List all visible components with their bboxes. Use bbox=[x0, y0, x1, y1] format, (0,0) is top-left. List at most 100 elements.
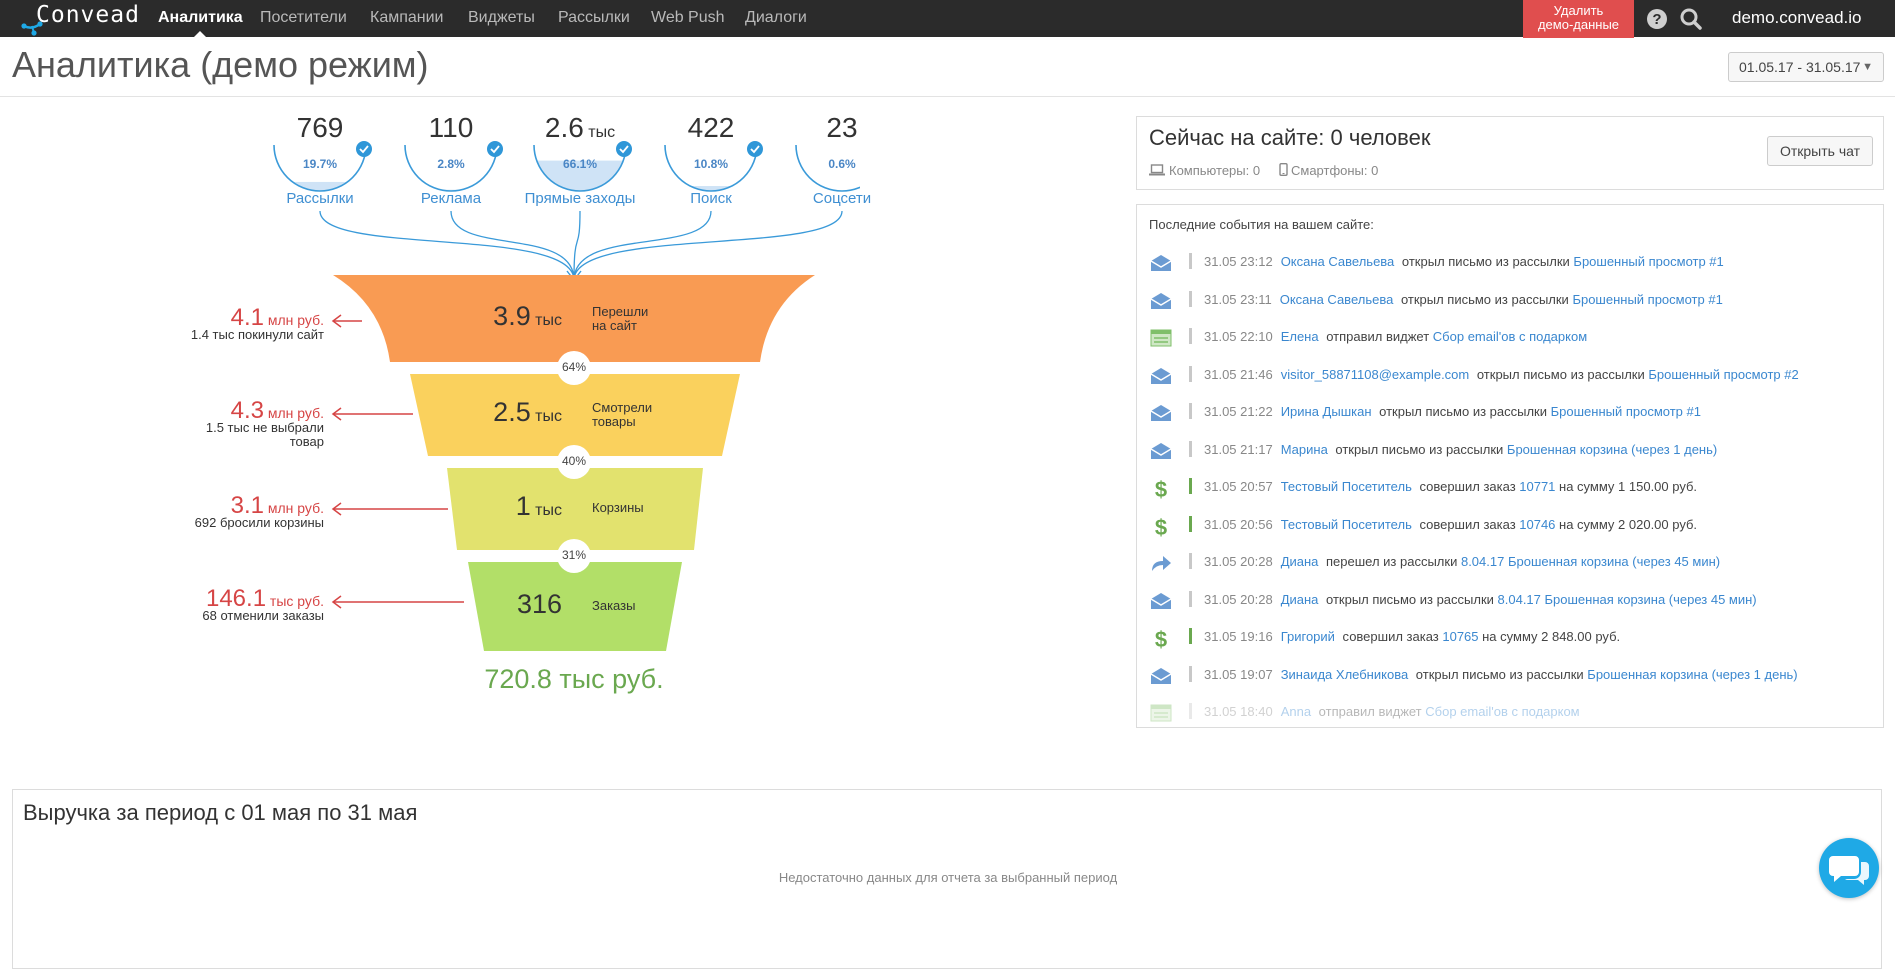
event-target-link[interactable]: Сбор email'ов с подарком bbox=[1433, 329, 1587, 344]
source-connector-1 bbox=[451, 211, 574, 280]
event-target-link[interactable]: Брошенная корзина (через 1 день) bbox=[1587, 667, 1797, 682]
event-user-link[interactable]: Григорий bbox=[1281, 629, 1335, 644]
event-user-link[interactable]: Диана bbox=[1281, 592, 1319, 607]
stage-name-line: товары bbox=[592, 415, 652, 429]
conversion-percent: 40% bbox=[557, 454, 591, 468]
event-target-link[interactable]: Брошенный просмотр #1 bbox=[1573, 254, 1723, 269]
event-marker bbox=[1189, 478, 1192, 494]
event-action: совершил заказ bbox=[1339, 629, 1442, 644]
nav-dialogs[interactable]: Диалоги bbox=[745, 0, 807, 37]
nav-analytics[interactable]: Аналитика bbox=[158, 0, 243, 37]
event-time: 31.05 21:46 bbox=[1204, 367, 1273, 382]
event-time: 31.05 19:16 bbox=[1204, 629, 1273, 644]
search-icon[interactable] bbox=[1679, 7, 1703, 31]
nav-campaigns[interactable]: Кампании bbox=[370, 0, 444, 37]
event-target-link[interactable]: 8.04.17 Брошенная корзина (через 45 мин) bbox=[1498, 592, 1757, 607]
event-target-link[interactable]: 8.04.17 Брошенная корзина (через 45 мин) bbox=[1461, 554, 1720, 569]
event-user-link[interactable]: visitor_58871108@example.com bbox=[1281, 367, 1470, 382]
online-computers: Компьютеры: 0 bbox=[1169, 163, 1260, 178]
event-target-link[interactable]: 10746 bbox=[1519, 517, 1555, 532]
event-marker bbox=[1189, 516, 1192, 532]
delete-demo-data-button[interactable]: Удалить демо-данные bbox=[1523, 0, 1634, 38]
stage-value: 3.9 тыс bbox=[450, 301, 562, 332]
event-time: 31.05 21:17 bbox=[1204, 442, 1273, 457]
envelope-icon bbox=[1149, 251, 1173, 275]
event-time: 31.05 20:28 bbox=[1204, 554, 1273, 569]
event-user-link[interactable]: Ирина Дышкан bbox=[1281, 404, 1372, 419]
event-user-link[interactable]: Зинаида Хлебникова bbox=[1281, 667, 1409, 682]
loss-description-line: 692 бросили корзины bbox=[124, 516, 324, 530]
event-action: совершил заказ bbox=[1416, 517, 1519, 532]
smartphone-icon bbox=[1279, 163, 1288, 176]
event-user-link[interactable]: Тестовый Посетитель bbox=[1281, 479, 1412, 494]
source-label[interactable]: Реклама bbox=[381, 190, 521, 207]
date-range-picker[interactable]: 01.05.17 - 31.05.17 ▼ bbox=[1728, 52, 1884, 82]
loss-unit: тыс руб. bbox=[266, 593, 324, 609]
svg-text:$: $ bbox=[1155, 627, 1167, 650]
loss-unit: млн руб. bbox=[264, 500, 324, 516]
event-target-link[interactable]: Брошенная корзина (через 1 день) bbox=[1507, 442, 1717, 457]
event-marker bbox=[1189, 703, 1192, 719]
convead-logo[interactable]: Convead bbox=[18, 0, 158, 37]
event-marker bbox=[1189, 628, 1192, 644]
header-divider bbox=[0, 96, 1895, 97]
event-user-link[interactable]: Оксана Савельева bbox=[1280, 292, 1394, 307]
event-user-link[interactable]: Марина bbox=[1281, 442, 1328, 457]
source-label[interactable]: Соцсети bbox=[772, 190, 912, 207]
event-time: 31.05 20:28 bbox=[1204, 592, 1273, 607]
stage-value: 316 bbox=[450, 589, 562, 620]
event-time: 31.05 21:22 bbox=[1204, 404, 1273, 419]
nav-visitors[interactable]: Посетители bbox=[260, 0, 347, 37]
event-action: открыл письмо из рассылки bbox=[1332, 442, 1507, 457]
event-user-link[interactable]: Оксана Савельева bbox=[1281, 254, 1395, 269]
event-target-link[interactable]: Брошенный просмотр #1 bbox=[1572, 292, 1722, 307]
event-action: отправил виджет bbox=[1323, 329, 1433, 344]
stage-value: 1 тыс bbox=[450, 491, 562, 522]
stage-name-line: на сайт bbox=[592, 319, 648, 333]
event-target-link[interactable]: Брошенный просмотр #2 bbox=[1648, 367, 1798, 382]
dollar-icon: $ bbox=[1149, 514, 1173, 538]
event-user-link[interactable]: Елена bbox=[1281, 329, 1319, 344]
page-title: Аналитика (демо режим) bbox=[12, 44, 429, 86]
source-value: 769 bbox=[260, 112, 380, 144]
online-now-title: Сейчас на сайте: 0 человек bbox=[1149, 125, 1430, 151]
stage-name-line: Корзины bbox=[592, 501, 644, 515]
event-suffix: на сумму 2 020.00 руб. bbox=[1555, 517, 1697, 532]
source-label[interactable]: Рассылки bbox=[250, 190, 390, 207]
stage-unit: тыс bbox=[531, 502, 562, 519]
nav-web-push[interactable]: Web Push bbox=[651, 0, 725, 37]
source-value: 23 bbox=[782, 112, 902, 144]
event-user-link[interactable]: Диана bbox=[1281, 554, 1319, 569]
event-user-link[interactable]: Anna bbox=[1281, 704, 1311, 719]
nav-mailings[interactable]: Рассылки bbox=[558, 0, 630, 37]
nav-widgets[interactable]: Виджеты bbox=[468, 0, 535, 37]
event-user-link[interactable]: Тестовый Посетитель bbox=[1281, 517, 1412, 532]
event-time: 31.05 19:07 bbox=[1204, 667, 1273, 682]
chat-widget-button[interactable] bbox=[1819, 838, 1879, 898]
open-chat-button[interactable]: Открыть чат bbox=[1767, 136, 1873, 166]
event-time: 31.05 18:40 bbox=[1204, 704, 1273, 719]
events-heading: Последние события на вашем сайте: bbox=[1149, 217, 1374, 232]
conversion-percent: 64% bbox=[557, 360, 591, 374]
svg-text:$: $ bbox=[1155, 477, 1167, 500]
account-domain[interactable]: demo.convead.io bbox=[1732, 0, 1861, 36]
help-icon[interactable]: ? bbox=[1645, 7, 1669, 31]
source-connector-0 bbox=[320, 211, 574, 280]
event-marker bbox=[1189, 328, 1192, 344]
top-navbar: Convead Аналитика Посетители Кампании Ви… bbox=[0, 0, 1895, 37]
loss-description: 692 бросили корзины bbox=[124, 516, 324, 530]
source-value: 422 bbox=[651, 112, 771, 144]
event-target-link[interactable]: 10765 bbox=[1442, 629, 1478, 644]
stage-name: Корзины bbox=[592, 501, 644, 515]
event-target-link[interactable]: Сбор email'ов с подарком bbox=[1425, 704, 1579, 719]
source-label[interactable]: Прямые заходы bbox=[510, 190, 650, 207]
event-text: 31.05 19:16 Григорий совершил заказ 10765… bbox=[1204, 629, 1620, 644]
event-suffix: на сумму 2 848.00 руб. bbox=[1479, 629, 1621, 644]
event-target-link[interactable]: Брошенный просмотр #1 bbox=[1551, 404, 1701, 419]
event-target-link[interactable]: 10771 bbox=[1519, 479, 1555, 494]
source-label[interactable]: Поиск bbox=[641, 190, 781, 207]
